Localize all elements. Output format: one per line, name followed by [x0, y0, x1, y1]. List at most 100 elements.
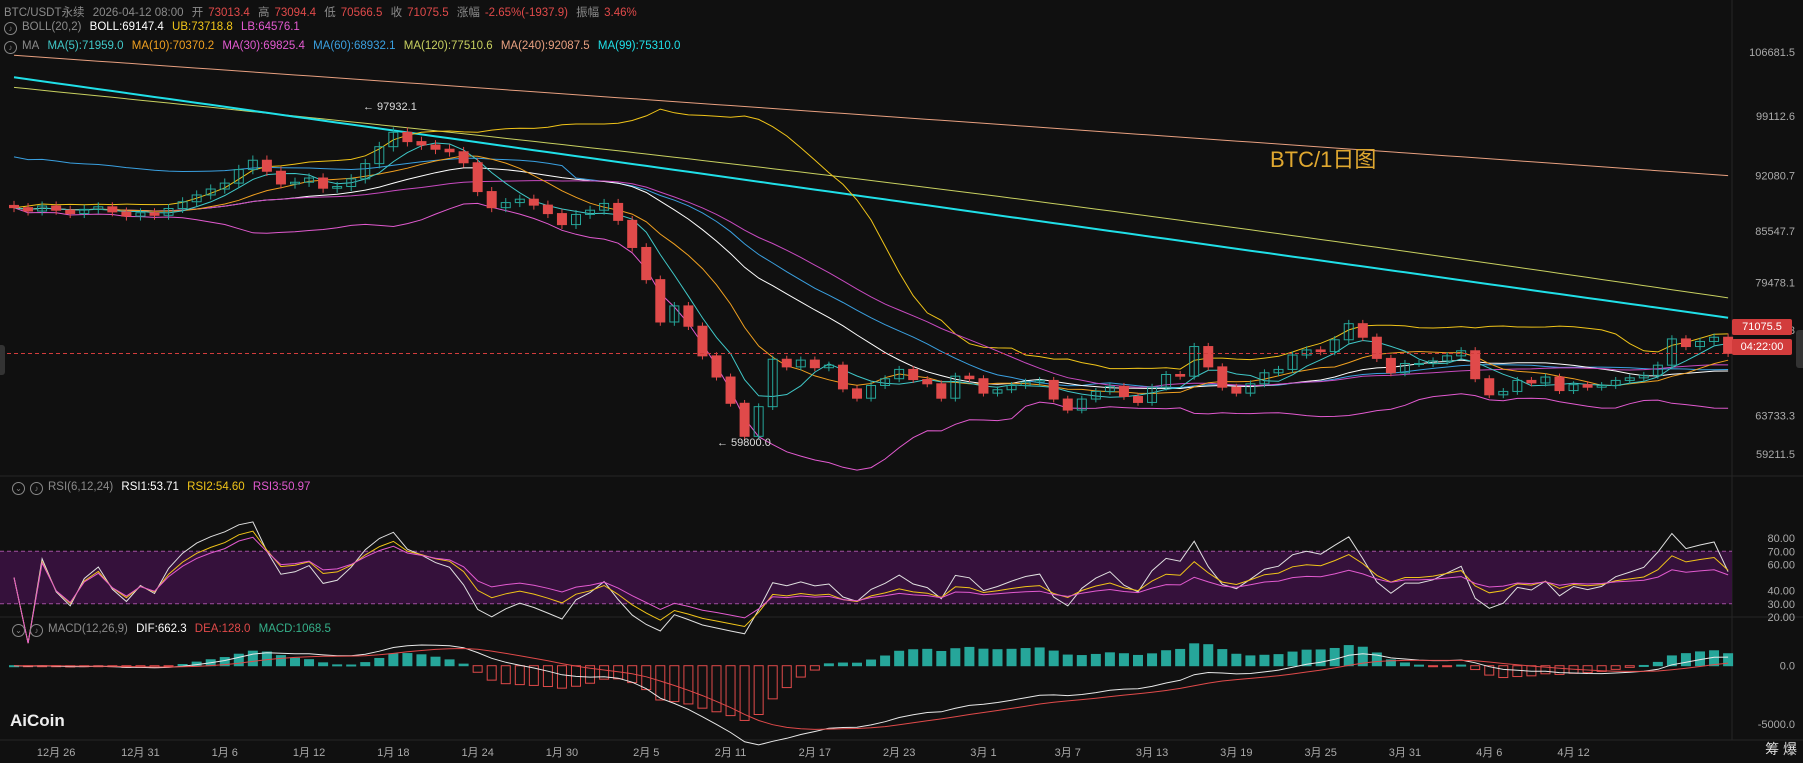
x-axis-label: 12月 31 [121, 747, 160, 759]
macd-bar-positive [1666, 655, 1677, 667]
macd-bar-positive [1357, 646, 1368, 667]
candle-down [1526, 379, 1537, 384]
x-axis-label: 1月 18 [377, 747, 409, 759]
macd-bar-negative [514, 665, 525, 686]
bell-icon[interactable]: ♪ [4, 41, 17, 54]
candle-up [1076, 398, 1087, 411]
rsi-tick-label: 70.00 [1767, 546, 1795, 558]
candle-down [1371, 336, 1382, 359]
macd-bar-negative [486, 665, 497, 681]
low-label: 低 [324, 7, 336, 19]
x-axis-label: 2月 11 [715, 747, 747, 759]
candle-up [1709, 336, 1720, 342]
candle-up [388, 131, 399, 148]
candle-up [894, 368, 905, 380]
candle-down [556, 213, 567, 226]
macd-bar-negative [1442, 665, 1453, 668]
candle-up [599, 202, 610, 211]
macd-bar-negative [711, 665, 722, 713]
candle-up [823, 364, 834, 369]
right-collapse-handle[interactable] [1796, 330, 1803, 368]
macd-bar-positive [1189, 643, 1200, 667]
footer-tools[interactable]: 筹 爆 [1765, 741, 1797, 757]
change-value: -2.65%(-1937.9) [484, 7, 568, 19]
macd-dea-line [13, 647, 1729, 730]
candle-up [1343, 323, 1354, 341]
macd-bar-positive [1652, 661, 1663, 667]
candle-down [711, 355, 722, 378]
macd-bar-positive [866, 659, 877, 667]
x-axis-label: 2月 17 [799, 747, 831, 759]
ma30-line [13, 180, 1729, 388]
candle-down [627, 219, 638, 248]
candle-down [458, 151, 469, 164]
candle-down [1680, 338, 1691, 348]
candle-up [1245, 383, 1256, 394]
macd-legend[interactable]: ⌄ ♪ MACD(12,26,9) DIF:662.3 DEA:128.0 MACD… [12, 623, 336, 637]
rsi-tick-label: 30.00 [1767, 599, 1795, 611]
macd-bar-positive [1104, 652, 1115, 667]
ma120-value: MA(120):77510.6 [403, 40, 493, 52]
rsi-legend[interactable]: ⌄ ♪ RSI(6,12,24) RSI1:53.71 RSI2:54.60 RSI… [12, 481, 315, 495]
macd-bar-negative [1610, 665, 1621, 670]
macd-bar-positive [1329, 647, 1340, 667]
macd-bar-positive [346, 664, 357, 667]
macd-hist: MACD:1068.5 [258, 623, 331, 635]
ma-legend[interactable]: ♪ MA MA(5):71959.0 MA(10):70370.2 MA(30):… [4, 40, 685, 54]
price-tick-label: 99112.6 [1756, 111, 1795, 123]
candle-down [430, 144, 441, 150]
low-value: 70566.5 [340, 7, 383, 19]
macd-bar-positive [388, 653, 399, 667]
bell-icon[interactable]: ♪ [30, 624, 43, 637]
macd-bar-negative [1512, 665, 1523, 678]
high-label: 高 [258, 7, 270, 19]
macd-bar-negative [528, 665, 539, 686]
candle-down [697, 325, 708, 357]
candle-down [809, 359, 820, 369]
x-axis-label: 3月 31 [1389, 747, 1421, 759]
macd-bar-negative [809, 665, 820, 671]
bell-icon[interactable]: ♪ [30, 482, 43, 495]
rsi-band [0, 551, 1732, 604]
candle-up [1189, 346, 1200, 377]
candle-down [318, 177, 329, 189]
boll-name: BOLL(20,2) [22, 21, 82, 33]
candle-up [571, 213, 581, 226]
macd-bar-negative [753, 665, 764, 715]
left-collapse-handle[interactable] [0, 345, 5, 375]
chevron-down-icon[interactable]: ⌄ [12, 482, 25, 495]
rsi3-line [13, 536, 1729, 644]
candle-up [500, 202, 511, 209]
candle-up [1104, 385, 1115, 392]
candle-up [93, 206, 104, 210]
candle-up [374, 146, 385, 165]
candle-up [1610, 379, 1621, 387]
macd-bar-positive [1723, 653, 1734, 667]
countdown-tag: 04:22:00 [1732, 339, 1792, 355]
candle-up [1399, 362, 1410, 374]
boll-legend[interactable]: ♪ BOLL(20,2) BOLL:69147.4 UB:73718.8 LB:6… [4, 21, 305, 35]
x-axis-label: 3月 19 [1220, 747, 1252, 759]
candle-up [304, 177, 315, 183]
macd-bar-positive [1161, 650, 1172, 667]
price-tick-label: 85547.7 [1755, 226, 1795, 238]
macd-bar-positive [1680, 653, 1691, 667]
rsi2-value: RSI2:54.60 [187, 481, 245, 493]
candle-up [767, 358, 778, 408]
macd-bar-positive [374, 657, 385, 667]
macd-bar-negative [1484, 665, 1495, 676]
candle-down [1484, 378, 1495, 396]
ma120-line [13, 86, 1729, 299]
bell-icon[interactable]: ♪ [4, 22, 17, 35]
change-label: 涨幅 [456, 7, 480, 19]
chevron-down-icon[interactable]: ⌄ [12, 624, 25, 637]
macd-bar-positive [1203, 644, 1214, 667]
rsi3-value: RSI3:50.97 [252, 481, 311, 493]
macd-bar-negative [655, 665, 666, 701]
macd-bar-positive [1076, 655, 1087, 667]
price-tick-label: 63733.3 [1755, 411, 1795, 423]
candle-up [1568, 384, 1579, 392]
candle-down [416, 141, 427, 146]
candle-up [1652, 364, 1663, 376]
